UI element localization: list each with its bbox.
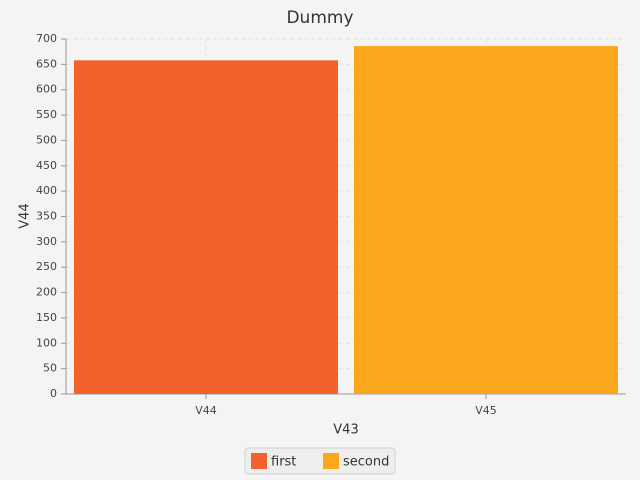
y-tick-label: 450 [36, 159, 57, 172]
y-tick-label: 650 [36, 57, 57, 70]
y-tick-label: 550 [36, 108, 57, 121]
y-tick-label: 0 [50, 387, 57, 400]
bar [354, 46, 618, 394]
y-axis-label: V44 [18, 203, 33, 228]
y-tick-label: 600 [36, 83, 57, 96]
bar [74, 60, 338, 395]
y-tick-label: 150 [36, 311, 57, 324]
y-tick-label: 700 [36, 32, 57, 45]
legend-swatch [251, 453, 267, 469]
x-axis-label: V43 [333, 423, 358, 438]
y-tick-label: 350 [36, 210, 57, 223]
chart-title: Dummy [286, 8, 353, 28]
y-tick-label: 250 [36, 260, 57, 273]
x-tick-label: V45 [475, 404, 497, 417]
y-tick-label: 300 [36, 235, 57, 248]
y-tick-label: 50 [43, 362, 57, 375]
legend-swatch [323, 453, 339, 469]
x-tick-label: V44 [195, 404, 217, 417]
y-tick-label: 200 [36, 286, 57, 299]
legend-label: second [343, 455, 389, 470]
y-tick-label: 500 [36, 133, 57, 146]
y-tick-label: 100 [36, 336, 57, 349]
y-tick-label: 400 [36, 184, 57, 197]
legend-label: first [271, 455, 296, 470]
legend-box [244, 447, 396, 475]
